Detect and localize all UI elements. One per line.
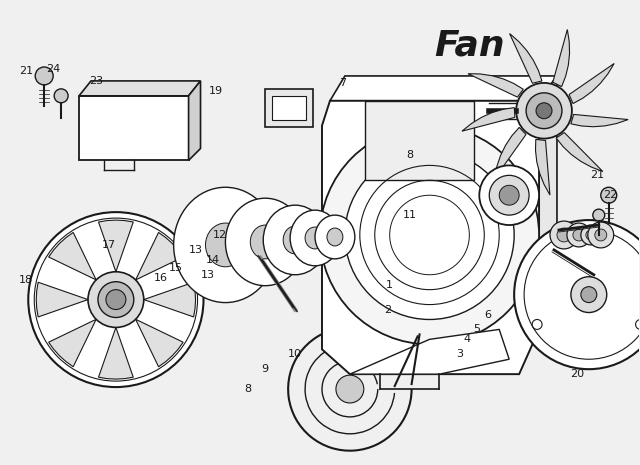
Circle shape <box>536 103 552 119</box>
Circle shape <box>28 212 204 387</box>
Polygon shape <box>571 114 628 127</box>
Text: 8: 8 <box>244 384 251 394</box>
Circle shape <box>593 209 605 221</box>
Text: 17: 17 <box>102 240 116 250</box>
Circle shape <box>581 287 596 303</box>
Text: 9: 9 <box>262 364 269 374</box>
Ellipse shape <box>263 205 327 275</box>
Polygon shape <box>49 232 96 280</box>
Polygon shape <box>539 76 557 329</box>
Circle shape <box>557 228 571 242</box>
Circle shape <box>499 185 519 205</box>
Ellipse shape <box>315 215 355 259</box>
Polygon shape <box>49 319 96 367</box>
Text: 5: 5 <box>473 325 480 334</box>
Text: 18: 18 <box>19 275 33 285</box>
Ellipse shape <box>305 227 325 249</box>
Circle shape <box>336 375 364 403</box>
Ellipse shape <box>205 223 245 267</box>
Polygon shape <box>330 76 557 101</box>
Circle shape <box>489 175 529 215</box>
Polygon shape <box>494 127 526 179</box>
Polygon shape <box>189 81 200 160</box>
Polygon shape <box>136 319 183 367</box>
Text: 2: 2 <box>384 305 391 314</box>
Text: 7: 7 <box>339 78 346 88</box>
Text: 13: 13 <box>200 270 214 280</box>
Text: 1: 1 <box>386 279 393 290</box>
Text: 16: 16 <box>154 273 168 283</box>
Bar <box>365 101 474 180</box>
Ellipse shape <box>225 198 305 286</box>
Circle shape <box>567 223 591 247</box>
Text: 8: 8 <box>406 151 413 160</box>
Circle shape <box>35 67 53 85</box>
Circle shape <box>581 225 601 245</box>
Circle shape <box>98 282 134 318</box>
Text: 21: 21 <box>19 66 33 76</box>
Text: 13: 13 <box>189 245 202 255</box>
Polygon shape <box>350 329 509 374</box>
Text: 14: 14 <box>205 255 220 265</box>
Polygon shape <box>536 140 550 195</box>
Ellipse shape <box>327 228 343 246</box>
Ellipse shape <box>173 187 277 303</box>
Circle shape <box>514 220 640 369</box>
Polygon shape <box>79 81 200 96</box>
Text: Fan: Fan <box>435 28 505 62</box>
Text: 3: 3 <box>456 349 463 359</box>
Circle shape <box>479 166 539 225</box>
Ellipse shape <box>283 226 307 254</box>
Bar <box>265 89 313 126</box>
Polygon shape <box>556 133 603 172</box>
Ellipse shape <box>290 210 340 266</box>
Polygon shape <box>553 29 570 86</box>
Text: 12: 12 <box>212 230 227 240</box>
Polygon shape <box>468 74 524 97</box>
Circle shape <box>588 222 614 248</box>
Circle shape <box>550 221 578 249</box>
Text: 10: 10 <box>288 349 302 359</box>
Text: 19: 19 <box>209 86 223 96</box>
Text: 23: 23 <box>89 76 103 86</box>
Circle shape <box>571 277 607 312</box>
Polygon shape <box>569 63 614 104</box>
Text: 4: 4 <box>464 334 471 345</box>
Circle shape <box>573 229 585 241</box>
Text: 24: 24 <box>46 64 60 74</box>
Polygon shape <box>144 282 196 317</box>
Polygon shape <box>36 282 88 317</box>
Polygon shape <box>462 107 515 131</box>
Text: 20: 20 <box>570 369 584 379</box>
Circle shape <box>595 229 607 241</box>
Polygon shape <box>79 96 189 160</box>
Circle shape <box>106 290 126 310</box>
Polygon shape <box>322 101 539 374</box>
Circle shape <box>526 93 562 129</box>
Circle shape <box>601 187 617 203</box>
Polygon shape <box>99 220 133 272</box>
Circle shape <box>516 83 572 139</box>
Polygon shape <box>136 232 183 280</box>
Circle shape <box>88 272 144 327</box>
Polygon shape <box>99 327 133 379</box>
Circle shape <box>320 126 539 344</box>
Text: 15: 15 <box>168 263 182 273</box>
Circle shape <box>345 151 514 319</box>
Circle shape <box>586 230 596 240</box>
Text: 22: 22 <box>604 190 618 200</box>
Text: 6: 6 <box>484 310 491 319</box>
Ellipse shape <box>250 225 280 259</box>
Text: 21: 21 <box>589 170 604 180</box>
Circle shape <box>54 89 68 103</box>
Polygon shape <box>509 33 542 83</box>
Text: 11: 11 <box>403 210 417 220</box>
Bar <box>272 96 306 120</box>
